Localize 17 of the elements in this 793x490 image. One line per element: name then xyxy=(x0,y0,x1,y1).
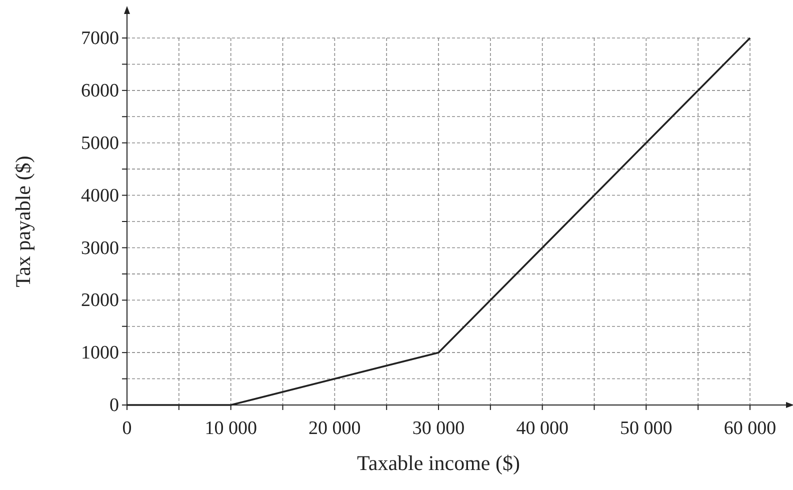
y-tick-label: 3000 xyxy=(81,238,119,259)
y-tick-label: 5000 xyxy=(81,132,119,154)
x-axis-title: Taxable income ($) xyxy=(357,451,520,475)
y-tick-label: 1000 xyxy=(81,342,119,364)
x-tick-label: 10 000 xyxy=(204,418,257,439)
y-tick-label: 6000 xyxy=(81,80,119,102)
y-axis-title: Tax payable ($) xyxy=(11,156,35,288)
x-tick-label: 40 000 xyxy=(516,418,568,439)
x-tick-label: 30 000 xyxy=(412,418,465,439)
y-tick-label: 7000 xyxy=(81,28,119,50)
x-tick-label: 50 000 xyxy=(620,418,672,439)
x-tick-label: 60 000 xyxy=(724,418,776,439)
x-tick-label: 20 000 xyxy=(308,418,361,439)
y-tick-label: 4000 xyxy=(81,185,119,206)
x-tick-label: 0 xyxy=(122,418,132,439)
y-tick-label: 2000 xyxy=(81,290,119,312)
y-tick-label: 0 xyxy=(110,395,119,416)
